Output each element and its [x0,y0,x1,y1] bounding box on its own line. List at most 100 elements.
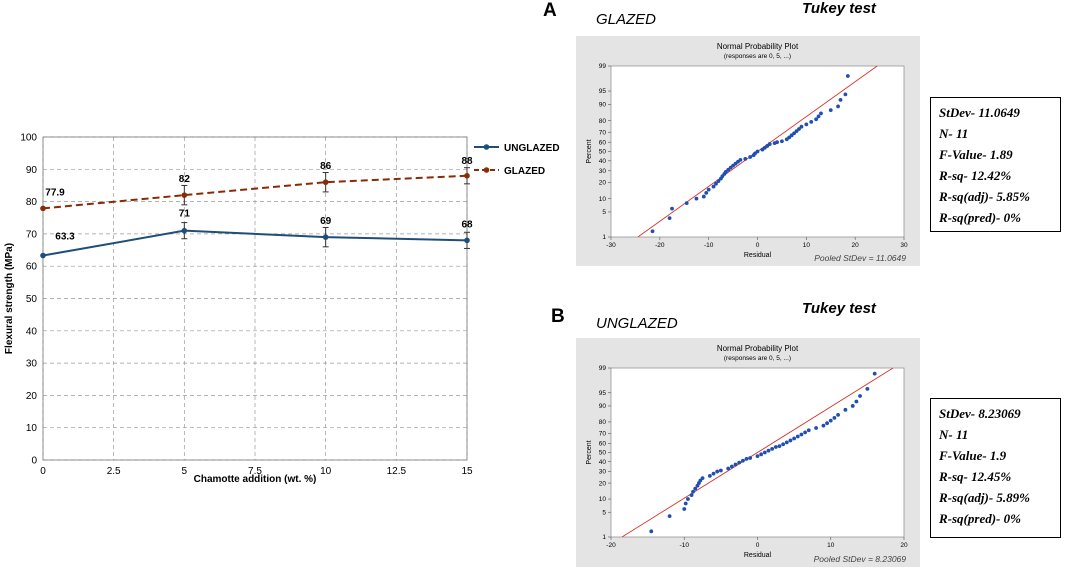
x-tick-label: 10 [320,466,332,477]
y-tick-label: 70 [599,129,607,136]
residual-point [788,438,793,443]
x-tick-label: 0 [756,242,760,249]
y-tick-label: 1 [602,234,606,241]
x-tick-label: 15 [461,466,473,477]
y-tick-label: 20 [599,480,607,487]
residual-point [821,423,826,428]
residual-point [828,418,833,423]
y-tick-label: 95 [599,88,607,95]
y-tick-label: 10 [599,196,607,203]
residual-point [667,216,672,220]
y-tick-label: 40 [599,158,607,165]
x-tick-label: 10 [803,242,811,249]
panel-a-npp-ylabel: Percent [586,139,593,163]
panel-a-npp-title: Normal Probability Plot [717,42,799,51]
data-point-unglazed [322,234,329,240]
y-tick-label: 80 [599,118,607,125]
panel-a-npp-footer: Pooled StDev = 11.0649 [814,253,906,263]
residual-point [809,119,814,124]
panel-a-title: GLAZED [596,11,657,28]
y-tick-label: 40 [599,459,607,466]
y-tick-label: 80 [26,197,38,208]
stat-line: N- 11 [939,427,969,442]
stat-line: R-sq- 12.42% [939,168,1012,183]
residual-point [766,448,771,453]
residual-point [845,74,850,78]
y-tick-label: 30 [599,469,607,476]
residual-point [707,473,712,478]
residual-point [865,387,870,391]
data-point-glazed [40,205,46,212]
y-tick-label: 40 [26,326,38,337]
residual-point [682,507,687,511]
panel-a-stats-box: StDev- 11.0649 N- 11 F-Value- 1.89 R-sq-… [930,97,1061,232]
y-tick-label: 5 [602,509,606,516]
residual-point [797,127,801,131]
residual-point [838,97,843,102]
residual-point [733,462,738,467]
residual-point [816,114,821,119]
data-label: 63.3 [55,232,75,243]
residual-point [819,111,823,116]
x-tick-label: 0 [40,466,46,477]
y-axis-title: Flexural strength (MPa) [4,243,15,354]
residual-point [806,428,811,433]
y-tick-label: 50 [26,294,38,305]
residual-point [804,122,809,127]
x-tick-label: 12.5 [387,466,407,477]
stat-line: R-sq- 12.45% [939,469,1012,484]
residual-point [693,486,698,491]
stat-line: F-Value- 1.9 [939,448,1007,463]
residual-point [872,371,877,376]
residual-point [828,108,833,113]
residual-point [755,454,760,459]
residual-point [718,468,723,473]
residual-point [795,434,800,439]
y-tick-label: 5 [602,209,606,216]
series-line-glazed [42,174,468,210]
residual-point [670,206,674,211]
residual-point [770,446,775,451]
residual-point [792,436,797,441]
data-label: 77.9 [45,187,65,198]
y-tick-label: 90 [599,403,607,410]
residual-point [784,440,789,445]
residual-point [694,196,699,201]
y-tick-label: 20 [599,180,607,187]
data-label: 69 [320,216,332,227]
residual-point [701,194,706,199]
stat-line: R-sq(pred)- 0% [939,511,1021,526]
residual-point [744,457,749,461]
data-label: 82 [179,174,191,185]
data-point-unglazed [181,227,188,234]
residual-point [715,469,720,474]
y-tick-label: 99 [599,63,607,70]
stat-line: R-sq(adj)- 5.89% [939,490,1030,505]
panel-b-stats-box: StDev- 8.23069 N- 11 F-Value- 1.9 R-sq- … [930,398,1061,538]
residual-point [683,501,688,506]
y-tick-label: 30 [599,168,607,175]
residual-point [799,432,804,437]
residual-point [667,514,672,518]
plot-area-border [42,136,468,461]
panel-b-npp-subtitle: (responses are 0, 5, ...) [724,355,791,362]
data-point-unglazed [40,252,46,259]
panel-b-npp: Normal Probability Plot (responses are 0,… [586,344,908,564]
panel-a-letter: A [543,0,557,21]
residual-point [843,407,848,412]
panel-b-test-label: Tukey test [802,300,876,317]
y-tick-label: 90 [599,102,607,109]
y-tick-label: 100 [20,133,37,144]
residual-point [775,140,779,145]
panel-b-fit-line [621,368,894,537]
x-tick-label: -30 [606,242,616,249]
residual-point [854,399,859,404]
residual-point [762,450,767,455]
data-point-glazed [181,192,188,198]
residual-point [803,430,808,435]
residual-point [814,117,818,122]
data-label: 71 [179,209,191,220]
residual-point [850,404,855,408]
panel-b-npp-title: Normal Probability Plot [717,344,799,353]
residual-point [767,142,772,146]
